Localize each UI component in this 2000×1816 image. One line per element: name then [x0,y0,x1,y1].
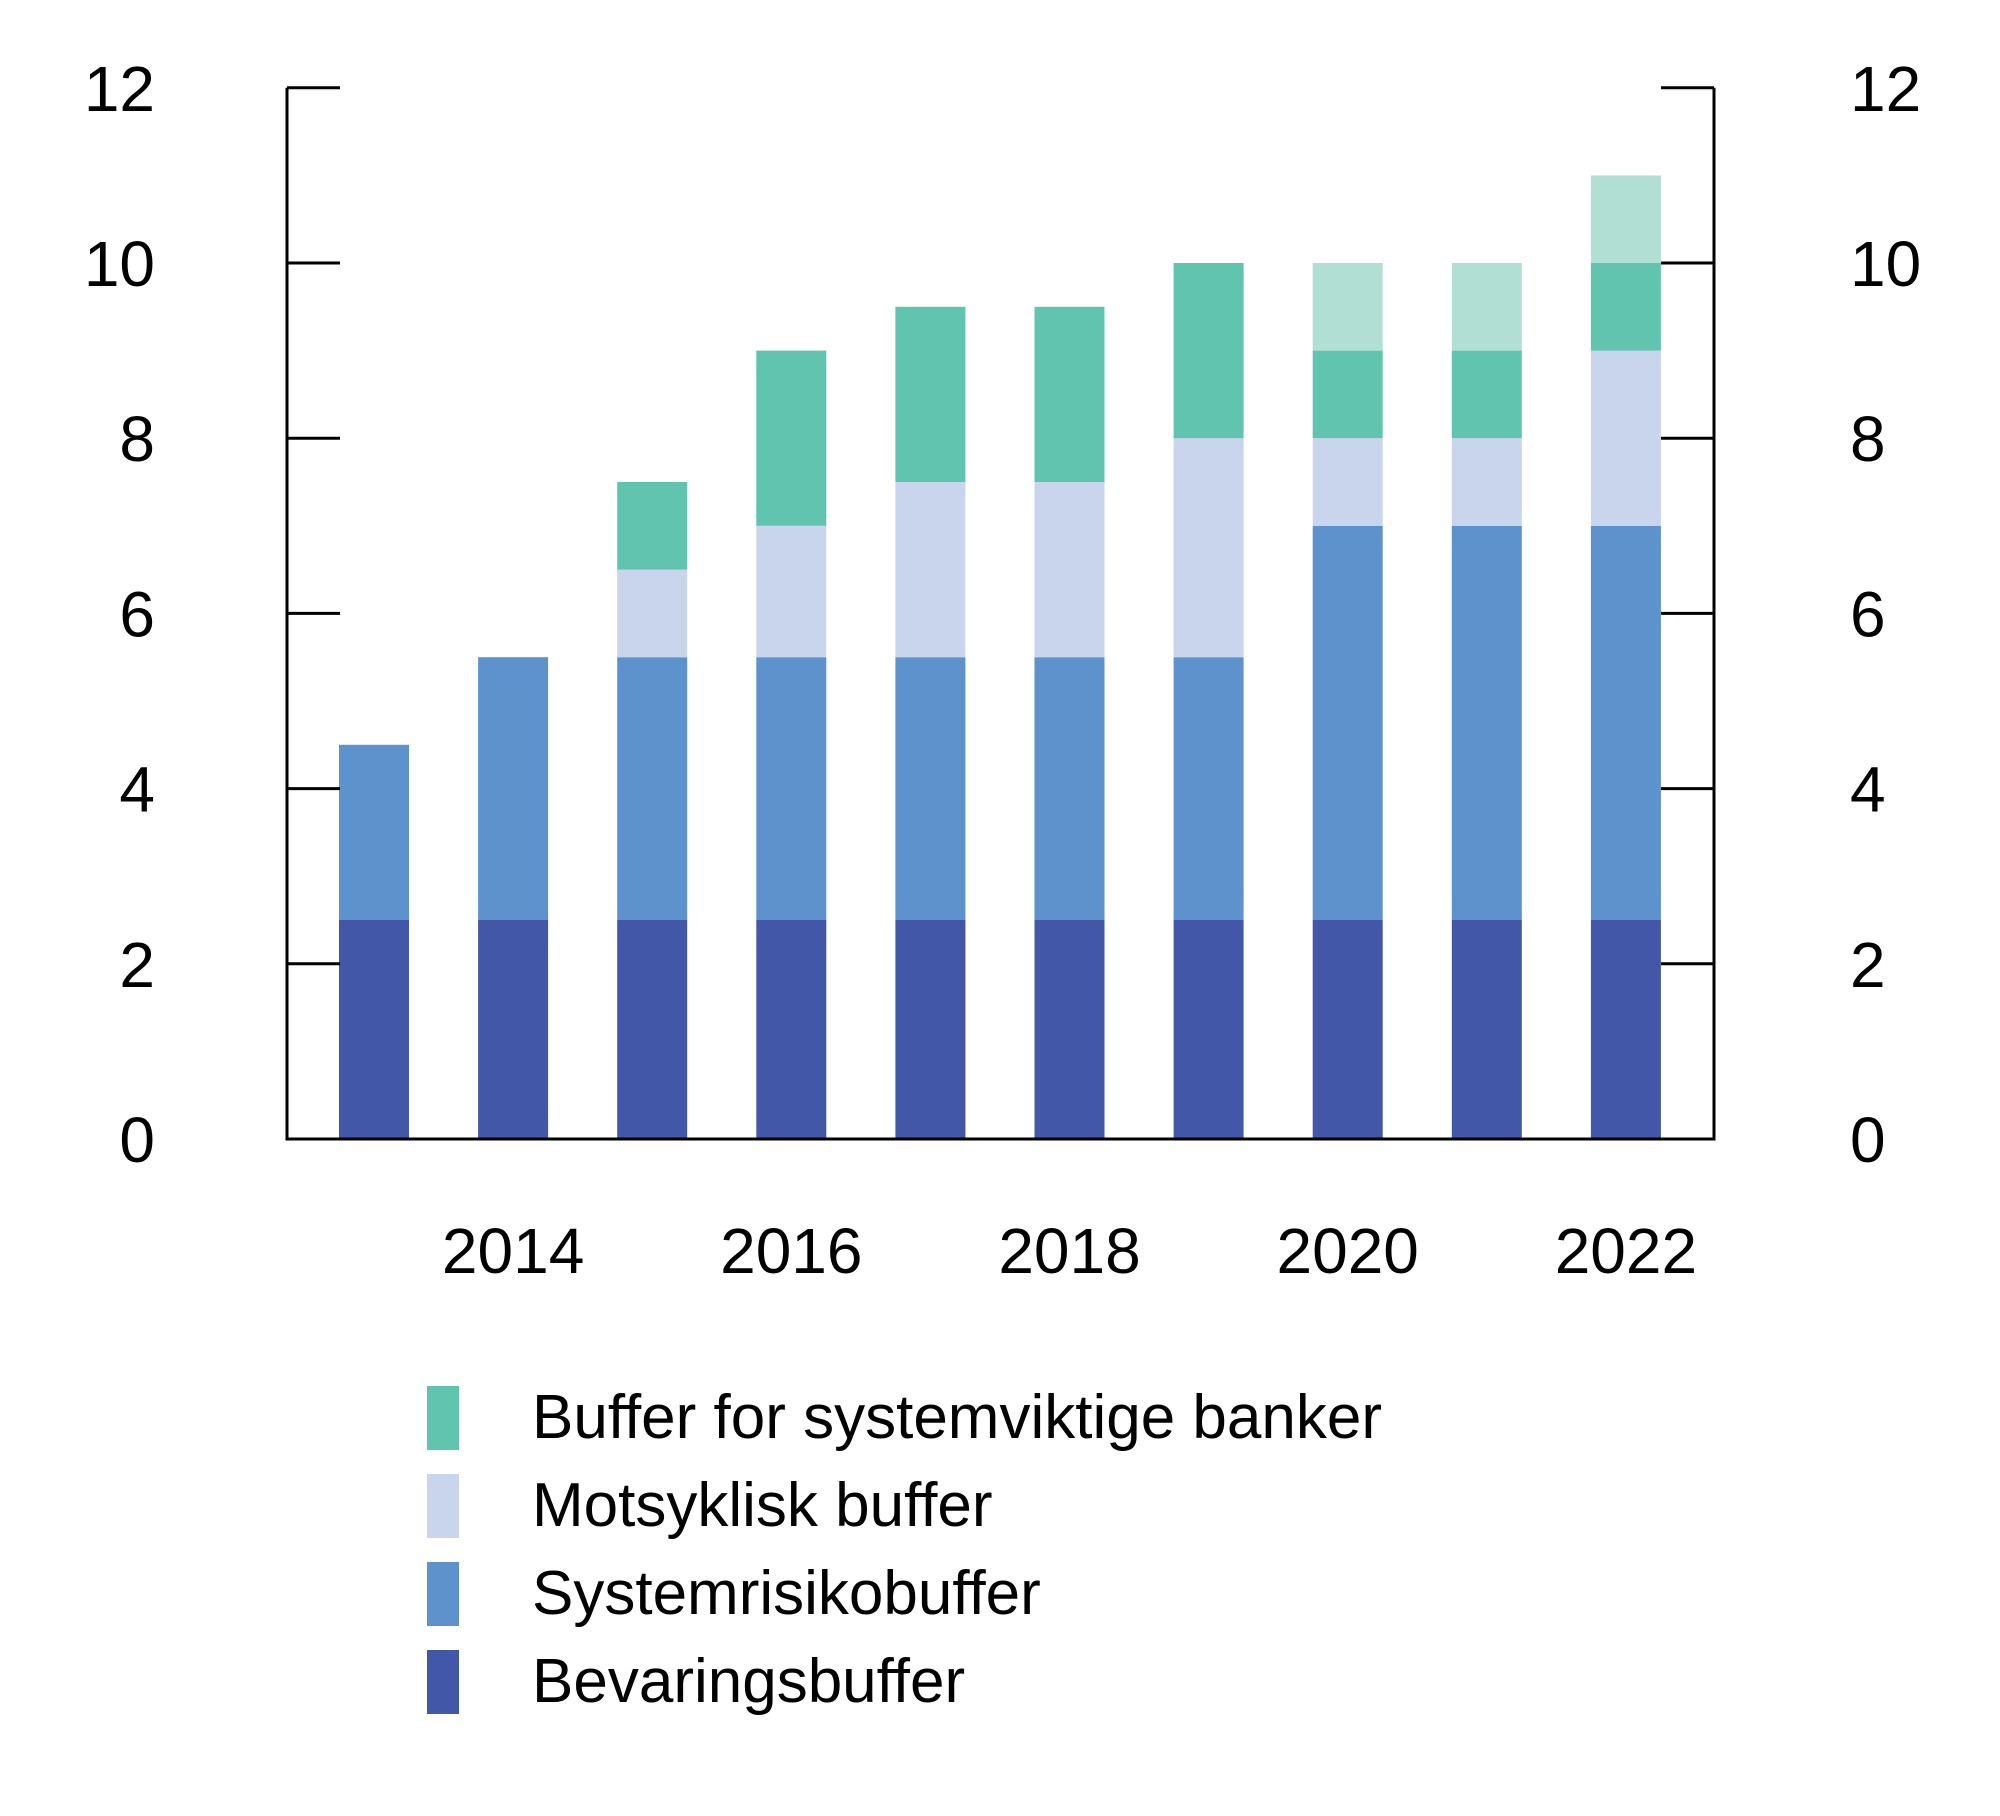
y-tick-label-left: 0 [119,1104,155,1176]
bar-segment [895,657,966,920]
bar-segment [756,920,827,1139]
bar-segment [1173,657,1244,920]
bar-segment [1590,175,1661,263]
bar-segment [895,920,966,1139]
x-tick-label: 2016 [720,1215,862,1287]
axes-group [285,86,1716,1141]
y-axis-left-labels: 0 2 4 6 8 10 12 [84,53,155,1176]
bar-segment [617,920,688,1139]
y-tick-label-right: 0 [1850,1104,1886,1176]
y-tick-label-right: 10 [1850,228,1921,300]
y-tick-label-left: 8 [119,403,155,475]
bar-segment [1312,350,1383,439]
y-tick-label-left: 10 [84,228,155,300]
legend-swatch-countercyclical [427,1474,459,1538]
bar-segment [756,657,827,920]
legend-label-systemic-risk: Systemrisikobuffer [532,1559,1041,1628]
y-tick-label-right: 4 [1850,754,1886,826]
bar-segment [1451,350,1522,439]
legend-item-systemic-risk: Systemrisikobuffer [427,1550,1382,1638]
y-tick-label-right: 6 [1850,578,1886,650]
bar-segment [756,525,827,658]
x-tick-label: 2022 [1555,1215,1697,1287]
x-tick-label: 2018 [998,1215,1140,1287]
bar-segment [1451,525,1522,920]
y-tick-label-right: 8 [1850,403,1886,475]
legend-item-conservation: Bevaringsbuffer [427,1638,1382,1726]
legend-label-conservation: Bevaringsbuffer [532,1647,966,1716]
bar-segment [1034,482,1105,658]
y-tick-label-right: 2 [1850,929,1886,1001]
y-tick-label-left: 12 [84,53,155,125]
bar-segment [1451,438,1522,526]
legend-swatch-conservation [427,1650,459,1714]
bar-segment [617,657,688,920]
bar-segment [1451,263,1522,351]
legend-label-countercyclical: Motsyklisk buffer [532,1471,993,1540]
y-axis-right-labels: 0 2 4 6 8 10 12 [1850,53,1921,1176]
bar-segment [1173,438,1244,658]
bar-segment [1590,920,1661,1139]
legend-swatch-sib [427,1386,459,1450]
y-tick-label-left: 4 [119,754,155,826]
bar-segment [339,744,409,920]
bar-segment [1173,263,1244,439]
legend: Buffer for systemviktige banker Motsykli… [427,1374,1382,1726]
x-tick-label: 2020 [1277,1215,1419,1287]
bar-segment [1312,525,1383,920]
legend-item-sib: Buffer for systemviktige banker [427,1374,1382,1462]
bar-segment [1173,920,1244,1139]
bar-segment [1312,438,1383,526]
bars-group [339,175,1661,1139]
y-tick-label-right: 12 [1850,53,1921,125]
bar-segment [1312,920,1383,1139]
bar-segment [339,920,409,1139]
bar-segment [895,482,966,658]
bar-segment [478,920,549,1139]
bar-segment [895,306,966,482]
bar-segment [1590,525,1661,920]
y-tick-label-left: 2 [119,929,155,1001]
bar-segment [1034,657,1105,920]
x-tick-label: 2014 [442,1215,584,1287]
bar-segment [617,569,688,658]
legend-label-sib: Buffer for systemviktige banker [532,1383,1382,1452]
bar-segment [1590,350,1661,526]
bar-segment [617,482,688,570]
legend-item-countercyclical: Motsyklisk buffer [427,1462,1382,1550]
bar-segment [1034,920,1105,1139]
bar-segment [478,657,549,920]
bar-segment [1590,263,1661,351]
bar-segment [1451,920,1522,1139]
bar-segment [1312,263,1383,351]
legend-swatch-systemic-risk [427,1562,459,1626]
x-axis-labels: 2014 2016 2018 2020 2022 [442,1215,1697,1287]
y-tick-label-left: 6 [119,578,155,650]
bar-segment [1034,306,1105,482]
bar-segment [756,350,827,526]
